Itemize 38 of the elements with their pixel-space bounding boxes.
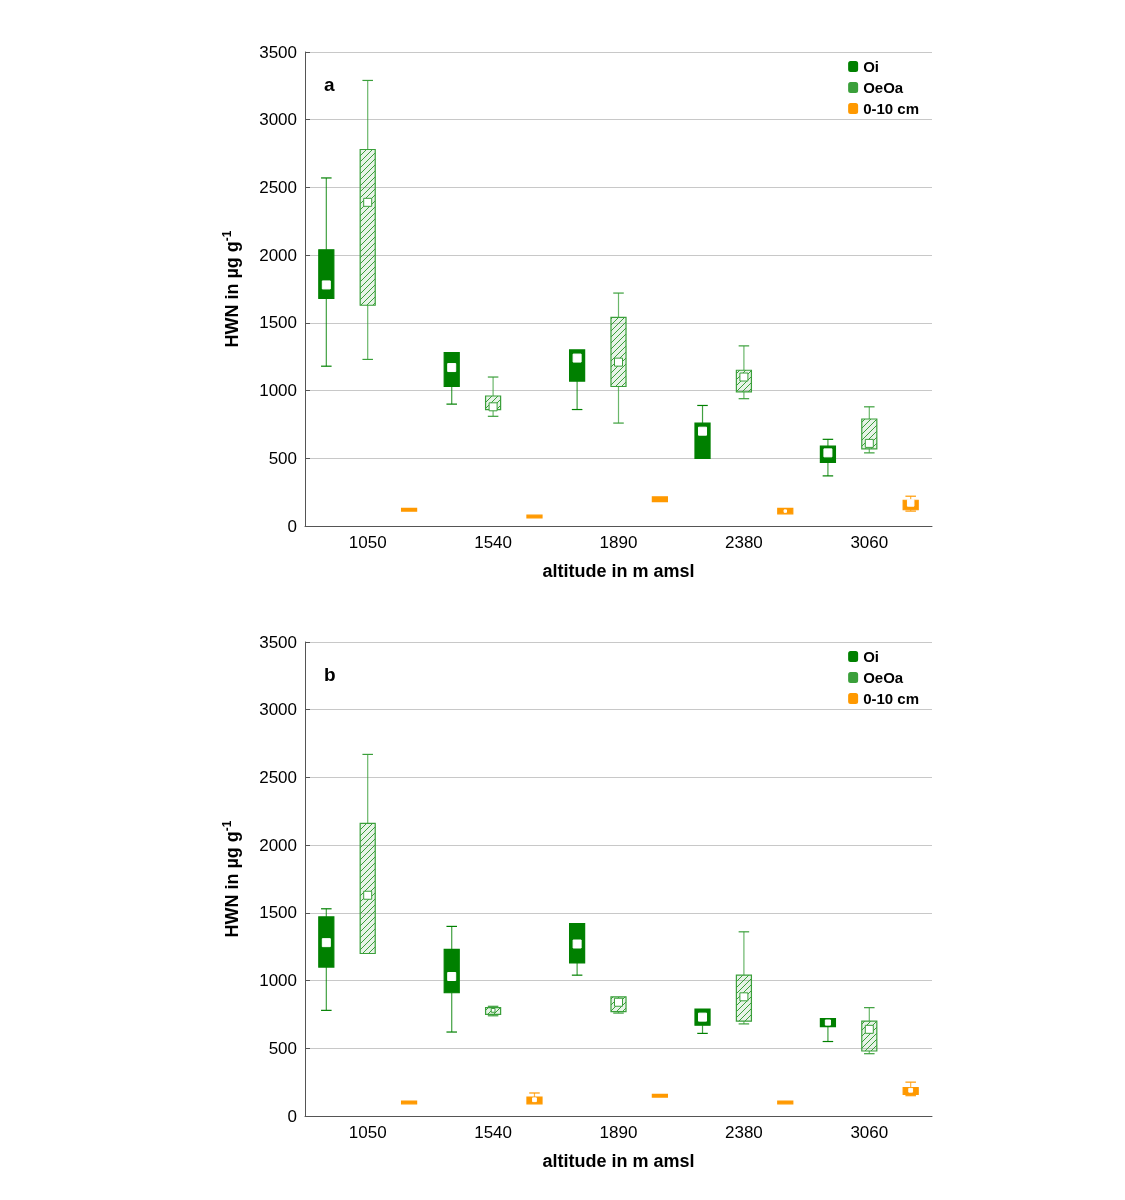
y-tick-label: 0 [287,1106,297,1126]
y-tick-label: 0 [287,516,297,536]
y-axis-title: HWN in µg g-1 [220,230,242,348]
y-tick-label: 3000 [259,700,297,720]
y-tick-label: 3000 [259,110,297,130]
x-tick-label: 1050 [348,533,387,552]
x-tick-label: 1890 [599,1123,638,1142]
x-tick-label: 3060 [850,1123,889,1142]
y-axis-title: HWN in µg g-1 [220,820,242,938]
y-tick-label: 1500 [259,903,297,923]
x-axis-title: altitude in m amsl [542,1151,695,1171]
y-tick-label: 2500 [259,767,297,787]
x-tick-label: 3060 [850,533,889,552]
y-tick-label: 500 [268,1038,297,1058]
y-tick-label: 1000 [259,381,297,401]
legend-label: Oi [863,58,879,75]
x-tick-label: 2380 [724,533,763,552]
legend-label: Oi [863,648,879,665]
legend-label: 0-10 cm [863,100,920,117]
legend-label: 0-10 cm [863,690,920,707]
y-tick-label: 2000 [259,245,297,265]
x-tick-label: 1540 [474,533,513,552]
x-tick-label: 1890 [599,533,638,552]
x-tick-label: 1540 [474,1123,513,1142]
text: b [324,664,336,685]
text: a [324,74,335,95]
y-tick-label: 500 [268,448,297,468]
y-tick-label: 2000 [259,835,297,855]
y-tick-label: 3500 [259,632,297,652]
y-tick-label: 1500 [259,313,297,333]
legend-label: OeOa [863,79,904,96]
y-tick-label: 3500 [259,42,297,62]
legend-label: OeOa [863,669,904,686]
x-tick-label: 2380 [724,1123,763,1142]
y-tick-label: 2500 [259,177,297,197]
y-tick-label: 1000 [259,971,297,991]
x-tick-label: 1050 [348,1123,387,1142]
x-axis-title: altitude in m amsl [542,561,695,581]
